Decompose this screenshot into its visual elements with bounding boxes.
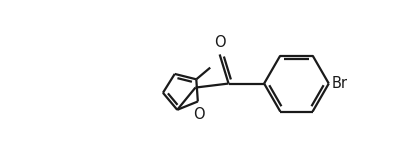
Text: O: O xyxy=(193,107,204,122)
Text: Br: Br xyxy=(332,76,348,91)
Text: O: O xyxy=(214,35,225,50)
